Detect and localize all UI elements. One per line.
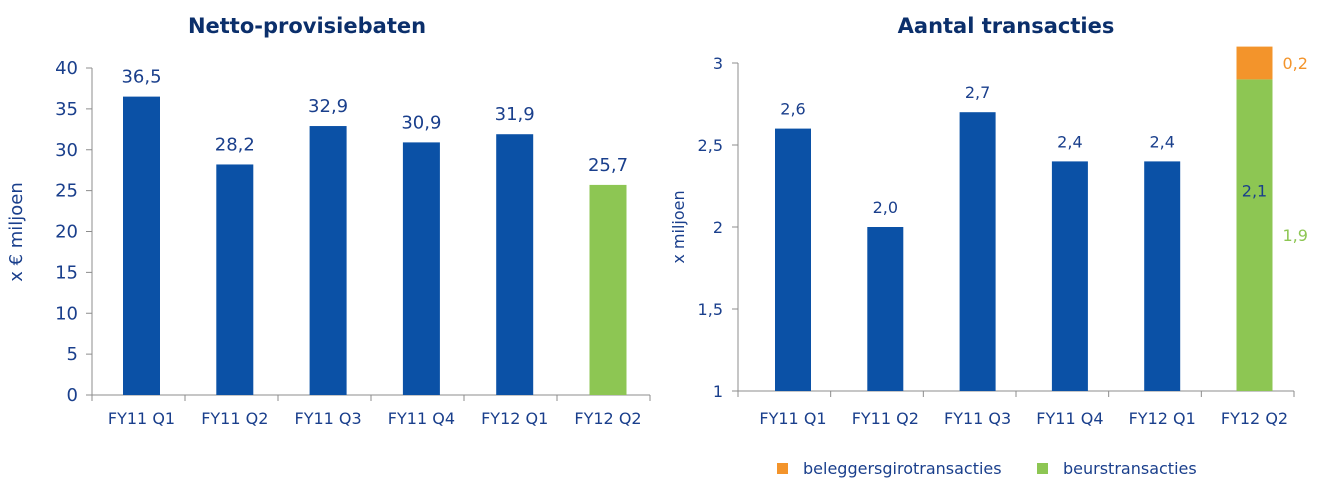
bar — [1051, 161, 1088, 391]
y-tick-label: 3 — [713, 54, 723, 73]
x-tick-label: FY11 Q1 — [108, 409, 175, 428]
bar-value-label: 32,9 — [308, 96, 348, 117]
x-tick-label: FY11 Q3 — [944, 409, 1011, 428]
y-tick-label: 1 — [713, 382, 723, 401]
bar-value-label: 28,2 — [215, 134, 255, 155]
bar — [496, 134, 534, 395]
x-tick-label: FY12 Q1 — [481, 409, 548, 428]
y-tick-label: 25 — [55, 181, 78, 202]
legend-label: beleggersgirotransacties — [803, 459, 1002, 478]
bar — [123, 96, 160, 396]
bar — [589, 184, 627, 395]
x-tick-label: FY12 Q2 — [574, 409, 641, 428]
bar-value-label: 2,4 — [1149, 132, 1174, 151]
x-tick-label: FY12 Q1 — [1129, 409, 1196, 428]
bar-segment-beurstransacties — [1236, 79, 1273, 392]
segment-value-label: 0,2 — [1283, 54, 1308, 73]
bar-value-label: 30,9 — [401, 112, 441, 133]
x-tick-label: FY11 Q2 — [852, 409, 919, 428]
y-tick-label: 2 — [713, 218, 723, 237]
y-tick-label: 20 — [55, 222, 78, 243]
bar — [959, 112, 996, 391]
bar-segment-beleggersgirotransacties — [1236, 46, 1273, 80]
x-tick-label: FY11 Q4 — [1036, 409, 1103, 428]
bar — [775, 128, 811, 391]
legend-swatch — [1037, 463, 1048, 474]
y-tick-label: 35 — [55, 99, 78, 120]
bar-value-label: 2,4 — [1057, 132, 1082, 151]
bar-value-label: 2,1 — [1242, 182, 1267, 201]
y-axis-label: x miljoen — [669, 190, 688, 263]
y-tick-label: 2,5 — [698, 136, 723, 155]
legend-swatch — [777, 463, 788, 474]
segment-value-label: 1,9 — [1283, 226, 1308, 245]
chart-title: Netto-provisiebaten — [188, 14, 426, 38]
y-tick-label: 0 — [67, 385, 78, 406]
y-tick-label: 30 — [55, 140, 78, 161]
x-tick-label: FY12 Q2 — [1221, 409, 1288, 428]
bar-value-label: 25,7 — [588, 155, 628, 176]
x-tick-label: FY11 Q1 — [759, 409, 826, 428]
legend-label: beurstransacties — [1063, 459, 1197, 478]
bar-value-label: 31,9 — [495, 104, 535, 125]
y-axis-label: x € miljoen — [6, 182, 27, 282]
bar — [309, 126, 347, 395]
bar-value-label: 2,7 — [965, 83, 990, 102]
chart-title: Aantal transacties — [898, 14, 1115, 38]
y-tick-label: 15 — [55, 262, 78, 283]
x-tick-label: FY11 Q2 — [201, 409, 268, 428]
bar-value-label: 2,6 — [780, 100, 805, 119]
y-tick-label: 5 — [67, 344, 78, 365]
bar — [402, 142, 440, 395]
y-tick-label: 10 — [55, 303, 78, 324]
x-tick-label: FY11 Q3 — [294, 409, 361, 428]
bar — [867, 227, 904, 391]
bar — [216, 164, 254, 395]
bar-value-label: 2,0 — [873, 198, 898, 217]
y-tick-label: 1,5 — [698, 300, 723, 319]
bar — [1144, 161, 1181, 391]
x-tick-label: FY11 Q4 — [388, 409, 455, 428]
bar-value-label: 36,5 — [121, 67, 161, 88]
y-tick-label: 40 — [55, 58, 78, 79]
